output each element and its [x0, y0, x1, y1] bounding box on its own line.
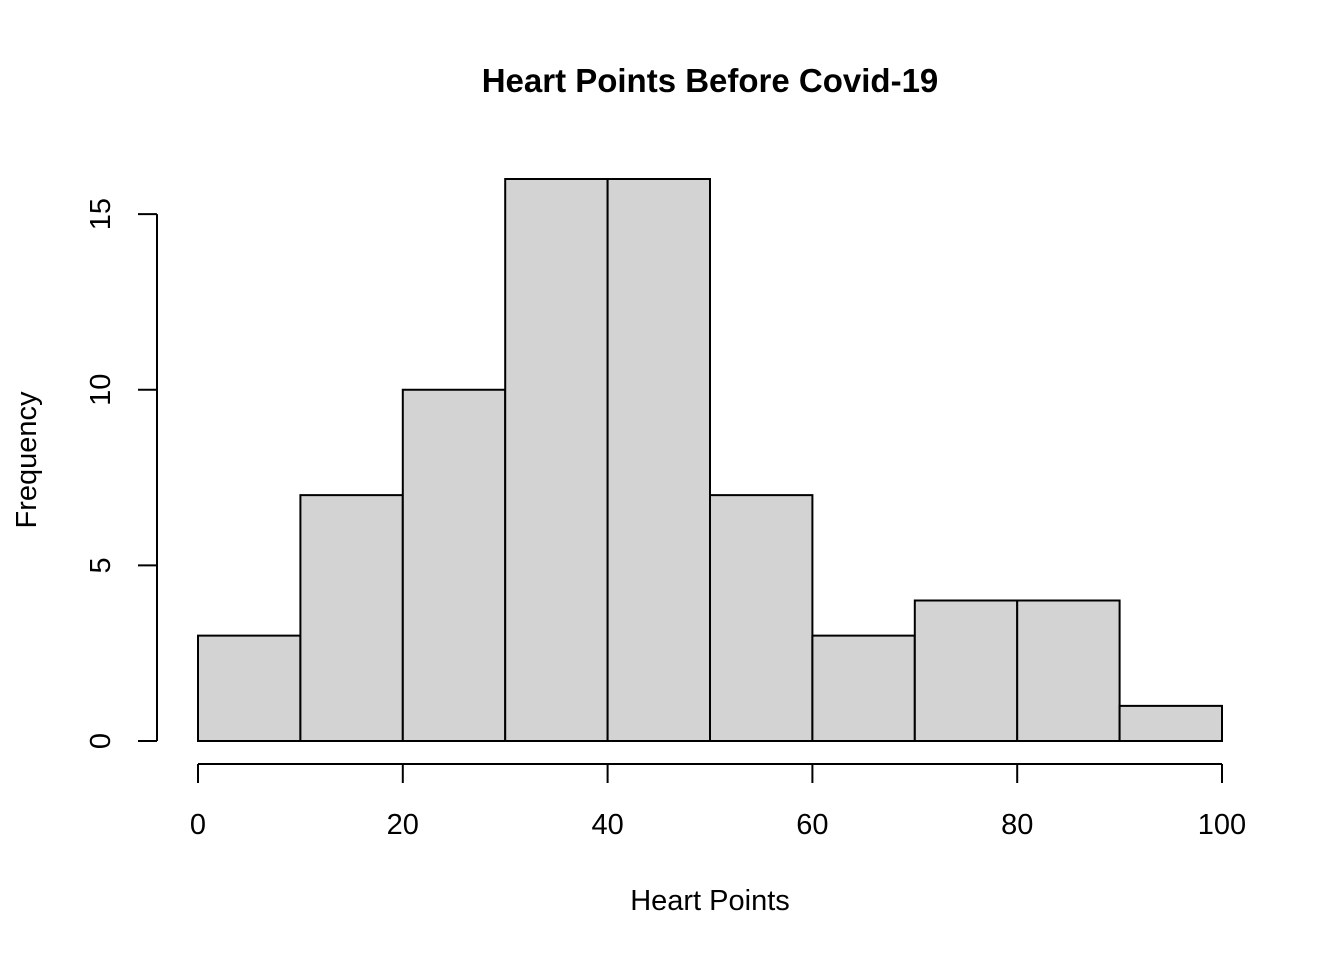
histogram-bar	[401, 388, 507, 742]
histogram-bar	[1016, 599, 1121, 742]
y-tick-label: 15	[85, 198, 117, 230]
histogram-bar	[504, 178, 609, 742]
histogram-bar	[913, 599, 1019, 742]
histogram-bar	[606, 178, 711, 742]
bars-group	[197, 178, 1223, 742]
x-axis-label: Heart Points	[630, 885, 790, 917]
chart-title: Heart Points Before Covid-19	[482, 62, 939, 99]
x-tick-label: 80	[1001, 809, 1033, 841]
y-tick-label: 10	[85, 374, 117, 406]
x-tick-label: 40	[591, 809, 623, 841]
y-axis-label: Frequency	[11, 391, 43, 529]
y-tick-label: 5	[85, 557, 117, 573]
histogram-bar	[299, 494, 404, 742]
histogram-bar	[1118, 704, 1223, 742]
histogram-bar	[197, 634, 302, 742]
x-tick-label: 20	[387, 809, 419, 841]
histogram-bar	[709, 494, 814, 742]
x-tick-label: 100	[1198, 809, 1246, 841]
y-axis: 0 5 10 15	[85, 198, 158, 749]
x-tick-label: 60	[796, 809, 828, 841]
x-axis: 0 20 40 60 80 100	[190, 763, 1246, 841]
histogram-bar	[811, 634, 916, 742]
y-tick-label: 0	[85, 733, 117, 749]
x-tick-label: 0	[190, 809, 206, 841]
